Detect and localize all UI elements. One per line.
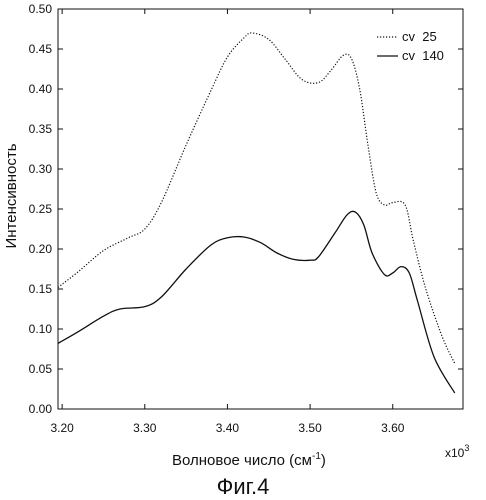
y-tick-label: 0.35 [29,122,53,136]
y-tick-label: 0.30 [29,162,53,176]
x-tick-label: 3.40 [216,421,240,435]
x-tick-label: 3.30 [133,421,157,435]
y-tick-label: 0.45 [29,42,53,56]
series-layer [58,33,455,393]
figure-caption: Фиг.4 [217,474,270,499]
y-axis-label: Интенсивность [3,143,20,248]
x-tick-label: 3.20 [50,421,74,435]
x-axis-ticks: 3.20 3.30 3.40 3.50 3.60 [50,9,404,435]
y-tick-label: 0.15 [29,282,53,296]
x-axis-label: Волновое число (см-1) [172,451,326,469]
y-tick-label: 0.05 [29,362,53,376]
x-tick-label: 3.50 [298,421,322,435]
legend-label-cv140: cv 140 [402,48,444,63]
y-tick-label: 0.00 [29,402,53,416]
series-line-cv140 [58,211,455,393]
y-tick-label: 0.10 [29,322,53,336]
legend-label-cv25: cv 25 [402,29,437,44]
x-multiplier: x103 [445,443,469,460]
legend: cv 25 cv 140 [377,29,444,63]
y-tick-label: 0.40 [29,82,53,96]
series-line-cv25 [58,33,455,363]
y-tick-label: 0.50 [29,2,53,16]
y-axis-ticks: 0.00 0.05 0.10 0.15 0.20 0.25 0.30 0.35 0.40 0.45… [29,2,463,416]
y-tick-label: 0.20 [29,242,53,256]
plot-frame [58,9,463,409]
x-tick-label: 3.60 [381,421,405,435]
y-tick-label: 0.25 [29,202,53,216]
